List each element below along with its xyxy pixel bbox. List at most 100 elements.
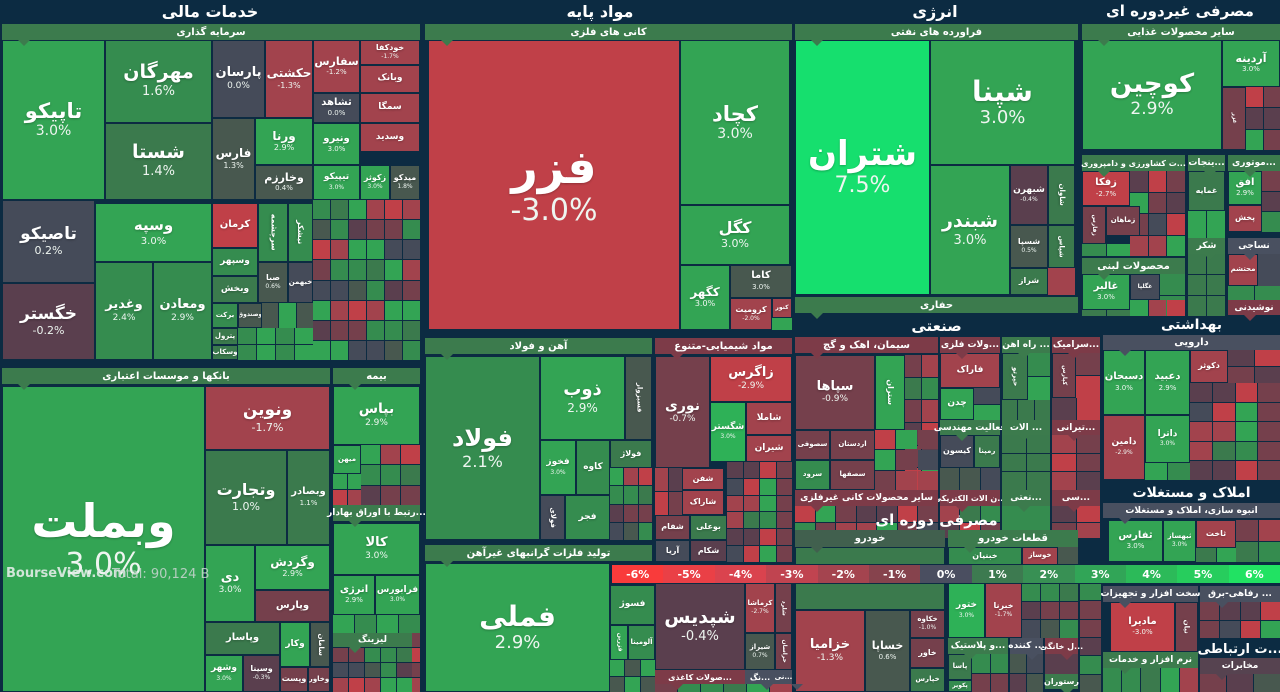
ticker-tile[interactable]: خبرنا -1.7% <box>985 583 1022 638</box>
mosaic-tile[interactable] <box>313 300 330 320</box>
ticker-tile[interactable]: وگردش 2.9% <box>255 545 330 590</box>
ticker-tile[interactable]: فولای <box>540 495 565 540</box>
mosaic-tile[interactable] <box>1258 441 1280 461</box>
mosaic-tile[interactable] <box>367 200 384 220</box>
mosaic-tile[interactable] <box>1080 583 1101 601</box>
subsection-header[interactable]: ...سرامیک <box>1052 337 1100 359</box>
mosaic-tile[interactable] <box>1190 441 1212 461</box>
mosaic-tile[interactable] <box>1258 254 1280 286</box>
mosaic-tile[interactable] <box>1130 171 1148 192</box>
ticker-tile[interactable]: سامان <box>310 622 330 667</box>
mosaic-tile[interactable] <box>669 492 682 515</box>
mosaic-tile[interactable] <box>776 478 792 495</box>
mosaic-tile[interactable] <box>238 344 256 360</box>
mosaic-tile[interactable] <box>1082 310 1106 316</box>
mosaic-tile[interactable] <box>624 504 638 522</box>
mosaic-tile[interactable] <box>257 344 275 360</box>
mosaic-tile[interactable] <box>1026 472 1050 490</box>
mosaic-tile[interactable] <box>1260 620 1280 638</box>
mosaic-tile[interactable] <box>875 470 896 490</box>
ticker-tile[interactable]: خبنیان <box>948 547 1022 565</box>
ticker-tile[interactable]: خکاوه -1.0% <box>910 610 945 638</box>
subsection-header[interactable]: فعالیت مهندسی <box>934 420 1006 441</box>
mosaic-tile[interactable] <box>918 506 938 522</box>
mosaic-tile[interactable] <box>1254 350 1280 366</box>
mosaic-tile[interactable] <box>795 506 815 522</box>
mosaic-tile[interactable] <box>381 465 400 485</box>
subsection-header[interactable]: سیمان، اهک و گچ <box>795 337 938 359</box>
ticker-tile[interactable]: نیشکر <box>288 203 313 262</box>
ticker-tile[interactable]: خبهمن <box>288 262 313 303</box>
ticker-tile[interactable]: پخش <box>1228 205 1262 232</box>
mosaic-tile[interactable] <box>856 506 877 522</box>
mosaic-tile[interactable] <box>1200 602 1220 620</box>
ticker-tile[interactable]: سصوفی <box>795 430 830 460</box>
mosaic-tile[interactable] <box>610 522 624 540</box>
mosaic-tile[interactable] <box>331 200 348 220</box>
ticker-tile[interactable]: وسدید <box>360 123 420 152</box>
mosaic-tile[interactable] <box>1228 286 1254 300</box>
mosaic-tile[interactable] <box>940 468 960 490</box>
ticker-tile[interactable]: شبندر 3.0% <box>930 165 1010 295</box>
mosaic-tile[interactable] <box>1240 620 1260 638</box>
mosaic-tile[interactable] <box>403 260 420 280</box>
mosaic-tile[interactable] <box>1262 171 1280 191</box>
mosaic-tile[interactable] <box>403 200 420 220</box>
subsection-header[interactable]: بانکها و موسسات اعتباری <box>2 368 330 390</box>
ticker-tile[interactable]: خساپا 0.6% <box>865 610 910 692</box>
ticker-tile[interactable]: غالبر 3.0% <box>1082 274 1130 310</box>
ticker-tile[interactable]: پاسا <box>948 654 972 680</box>
mosaic-tile[interactable] <box>361 465 380 485</box>
subsection-header[interactable]: ...ل خانگی <box>1040 638 1083 660</box>
ticker-tile[interactable]: وپارس <box>255 590 330 622</box>
mosaic-tile[interactable] <box>1263 108 1280 129</box>
ticker-tile[interactable]: وبانک <box>360 65 420 93</box>
mosaic-tile[interactable] <box>776 512 792 529</box>
mosaic-tile[interactable] <box>1188 275 1206 295</box>
mosaic-tile[interactable] <box>1148 235 1167 256</box>
mosaic-tile[interactable] <box>1254 674 1280 692</box>
mosaic-tile[interactable] <box>727 512 743 529</box>
mosaic-tile[interactable] <box>905 377 921 400</box>
mosaic-tile[interactable] <box>1262 191 1280 212</box>
mosaic-tile[interactable] <box>836 506 856 522</box>
mosaic-tile[interactable] <box>960 468 980 490</box>
mosaic-tile[interactable] <box>624 468 638 486</box>
mosaic-tile[interactable] <box>385 320 402 340</box>
mosaic-tile[interactable] <box>397 648 412 662</box>
mosaic-tile[interactable] <box>770 684 792 692</box>
mosaic-tile[interactable] <box>1076 398 1100 420</box>
ticker-tile[interactable]: ختور 3.0% <box>948 583 985 638</box>
ticker-tile[interactable]: دی 3.0% <box>205 545 255 622</box>
mosaic-tile[interactable] <box>1190 461 1212 480</box>
ticker-tile[interactable]: خوساز <box>1022 547 1058 565</box>
ticker-tile[interactable]: شستا 1.4% <box>105 123 212 200</box>
mosaic-tile[interactable] <box>1148 214 1167 235</box>
mosaic-tile[interactable] <box>747 684 769 692</box>
mosaic-tile[interactable] <box>1076 376 1100 398</box>
mosaic-tile[interactable] <box>922 400 938 422</box>
ticker-tile[interactable]: کچاد 3.0% <box>680 40 790 205</box>
mosaic-tile[interactable] <box>1080 619 1101 637</box>
subsection-header[interactable]: رستوران <box>1044 674 1079 692</box>
ticker-tile[interactable]: ثفارس 3.0% <box>1108 520 1163 562</box>
mosaic-tile[interactable] <box>1041 620 1059 638</box>
mosaic-tile[interactable] <box>760 512 776 529</box>
mosaic-tile[interactable] <box>1258 461 1280 480</box>
mosaic-tile[interactable] <box>412 663 420 677</box>
mosaic-tile[interactable] <box>610 486 624 504</box>
mosaic-tile[interactable] <box>1060 601 1078 620</box>
mosaic-tile[interactable] <box>1148 171 1167 192</box>
mosaic-tile[interactable] <box>349 240 366 260</box>
ticker-tile[interactable]: شاملا <box>746 402 792 435</box>
ticker-tile[interactable]: فسبزوار <box>625 356 652 440</box>
mosaic-tile[interactable] <box>1235 461 1258 480</box>
mosaic-tile[interactable] <box>1130 300 1148 316</box>
mosaic-tile[interactable] <box>625 660 640 676</box>
ticker-tile[interactable]: فارس 1.3% <box>212 118 255 200</box>
mosaic-tile[interactable] <box>1246 129 1263 150</box>
mosaic-tile[interactable] <box>638 522 652 540</box>
ticker-tile[interactable]: فرابورس 3.0% <box>375 575 420 615</box>
ticker-tile[interactable]: وسینا -0.3% <box>243 655 280 692</box>
ticker-tile[interactable]: تاپیکو 3.0% <box>2 40 105 200</box>
